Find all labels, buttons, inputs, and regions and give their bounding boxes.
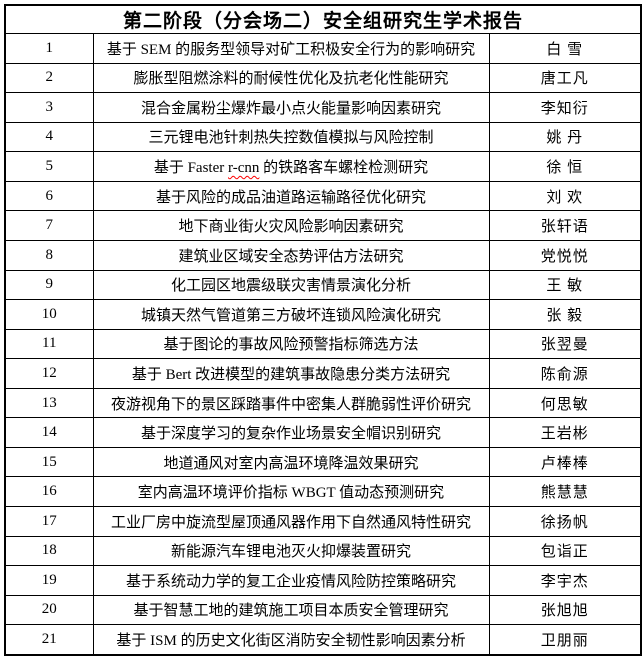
table-row: 9 化工园区地震级联灾害情景演化分析 王 敏 [4, 269, 642, 301]
paper-title: 基于 Faster r-cnn 的铁路客车螺栓检测研究 [92, 151, 490, 182]
presenter-name: 姚 丹 [488, 121, 642, 153]
paper-title: 基于图论的事故风险预警指标筛选方法 [92, 328, 490, 360]
table-row: 1 基于 SEM 的服务型领导对矿工积极安全行为的影响研究 白 雪 [4, 33, 642, 64]
paper-title: 基于智慧工地的建筑施工项目本质安全管理研究 [92, 594, 490, 626]
presenter-name: 熊慧慧 [488, 476, 642, 507]
paper-title: 城镇天然气管道第三方破坏连锁风险演化研究 [92, 299, 490, 330]
row-number: 15 [4, 446, 94, 478]
row-number: 9 [4, 269, 94, 301]
table-body: 1 基于 SEM 的服务型领导对矿工积极安全行为的影响研究 白 雪 2 膨胀型阻… [4, 33, 642, 656]
table-row: 7 地下商业街火灾风险影响因素研究 张轩语 [4, 210, 642, 241]
row-number: 13 [4, 387, 94, 419]
table-row: 16 室内高温环境评价指标 WBGT 值动态预测研究 熊慧慧 [4, 476, 642, 507]
paper-title: 基于 Bert 改进模型的建筑事故隐患分类方法研究 [92, 358, 490, 389]
report-table: 第二阶段（分会场二）安全组研究生学术报告 1 基于 SEM 的服务型领导对矿工积… [4, 4, 643, 656]
table-row: 20 基于智慧工地的建筑施工项目本质安全管理研究 张旭旭 [4, 594, 642, 626]
presenter-name: 李知衍 [488, 92, 642, 123]
paper-title: 基于风险的成品油道路运输路径优化研究 [92, 180, 490, 212]
presenter-name: 徐扬帆 [488, 506, 642, 537]
row-number: 3 [4, 92, 94, 123]
paper-title: 工业厂房中旋流型屋顶通风器作用下自然通风特性研究 [92, 506, 490, 537]
row-number: 8 [4, 239, 94, 271]
paper-title: 建筑业区域安全态势评估方法研究 [92, 239, 490, 271]
paper-title: 膨胀型阻燃涂料的耐候性优化及抗老化性能研究 [92, 62, 490, 94]
row-number: 1 [4, 33, 94, 64]
paper-title: 化工园区地震级联灾害情景演化分析 [92, 269, 490, 301]
paper-title: 地道通风对室内高温环境降温效果研究 [92, 446, 490, 478]
presenter-name: 张旭旭 [488, 594, 642, 626]
presenter-name: 王 敏 [488, 269, 642, 301]
row-number: 18 [4, 535, 94, 567]
table-row: 19 基于系统动力学的复工企业疫情风险防控策略研究 李宇杰 [4, 565, 642, 596]
row-number: 11 [4, 328, 94, 360]
table-row: 15 地道通风对室内高温环境降温效果研究 卢棒棒 [4, 446, 642, 478]
table-row: 2 膨胀型阻燃涂料的耐候性优化及抗老化性能研究 唐工凡 [4, 62, 642, 94]
table-row: 21 基于 ISM 的历史文化街区消防安全韧性影响因素分析 卫朋丽 [4, 624, 642, 656]
row-number: 12 [4, 358, 94, 389]
paper-title: 室内高温环境评价指标 WBGT 值动态预测研究 [92, 476, 490, 507]
presenter-name: 张轩语 [488, 210, 642, 241]
row-number: 20 [4, 594, 94, 626]
table-row: 17 工业厂房中旋流型屋顶通风器作用下自然通风特性研究 徐扬帆 [4, 506, 642, 537]
row-number: 2 [4, 62, 94, 94]
presenter-name: 刘 欢 [488, 180, 642, 212]
paper-title: 混合金属粉尘爆炸最小点火能量影响因素研究 [92, 92, 490, 123]
row-number: 4 [4, 121, 94, 153]
presenter-name: 王岩彬 [488, 417, 642, 448]
row-number: 17 [4, 506, 94, 537]
presenter-name: 卫朋丽 [488, 624, 642, 656]
paper-title: 基于 SEM 的服务型领导对矿工积极安全行为的影响研究 [92, 33, 490, 64]
table-row: 6 基于风险的成品油道路运输路径优化研究 刘 欢 [4, 180, 642, 212]
paper-title: 三元锂电池针刺热失控数值模拟与风险控制 [92, 121, 490, 153]
table-row: 18 新能源汽车锂电池灭火抑爆装置研究 包诣正 [4, 535, 642, 567]
presenter-name: 何思敏 [488, 387, 642, 419]
presenter-name: 党悦悦 [488, 239, 642, 271]
presenter-name: 陈俞源 [488, 358, 642, 389]
paper-title: 基于系统动力学的复工企业疫情风险防控策略研究 [92, 565, 490, 596]
presenter-name: 张 毅 [488, 299, 642, 330]
presenter-name: 卢棒棒 [488, 446, 642, 478]
row-number: 21 [4, 624, 94, 656]
presenter-name: 白 雪 [488, 33, 642, 64]
presenter-name: 李宇杰 [488, 565, 642, 596]
table-row: 11 基于图论的事故风险预警指标筛选方法 张翌曼 [4, 328, 642, 360]
paper-title: 基于深度学习的复杂作业场景安全帽识别研究 [92, 417, 490, 448]
row-number: 14 [4, 417, 94, 448]
table-row: 5 基于 Faster r-cnn 的铁路客车螺栓检测研究 徐 恒 [4, 151, 642, 182]
row-number: 19 [4, 565, 94, 596]
table-title-row: 第二阶段（分会场二）安全组研究生学术报告 [4, 4, 642, 34]
presenter-name: 徐 恒 [488, 151, 642, 182]
presenter-name: 张翌曼 [488, 328, 642, 360]
table-row: 10 城镇天然气管道第三方破坏连锁风险演化研究 张 毅 [4, 299, 642, 330]
paper-title: 夜游视角下的景区踩踏事件中密集人群脆弱性评价研究 [92, 387, 490, 419]
paper-title: 新能源汽车锂电池灭火抑爆装置研究 [92, 535, 490, 567]
presenter-name: 唐工凡 [488, 62, 642, 94]
table-title: 第二阶段（分会场二）安全组研究生学术报告 [4, 4, 642, 34]
paper-title: 基于 ISM 的历史文化街区消防安全韧性影响因素分析 [92, 624, 490, 656]
table-row: 3 混合金属粉尘爆炸最小点火能量影响因素研究 李知衍 [4, 92, 642, 123]
table-row: 13 夜游视角下的景区踩踏事件中密集人群脆弱性评价研究 何思敏 [4, 387, 642, 419]
row-number: 10 [4, 299, 94, 330]
row-number: 6 [4, 180, 94, 212]
table-row: 12 基于 Bert 改进模型的建筑事故隐患分类方法研究 陈俞源 [4, 358, 642, 389]
spellcheck-underline: r-cnn [228, 160, 260, 177]
table-row: 14 基于深度学习的复杂作业场景安全帽识别研究 王岩彬 [4, 417, 642, 448]
table-row: 8 建筑业区域安全态势评估方法研究 党悦悦 [4, 239, 642, 271]
presenter-name: 包诣正 [488, 535, 642, 567]
row-number: 5 [4, 151, 94, 182]
row-number: 7 [4, 210, 94, 241]
row-number: 16 [4, 476, 94, 507]
table-row: 4 三元锂电池针刺热失控数值模拟与风险控制 姚 丹 [4, 121, 642, 153]
paper-title: 地下商业街火灾风险影响因素研究 [92, 210, 490, 241]
